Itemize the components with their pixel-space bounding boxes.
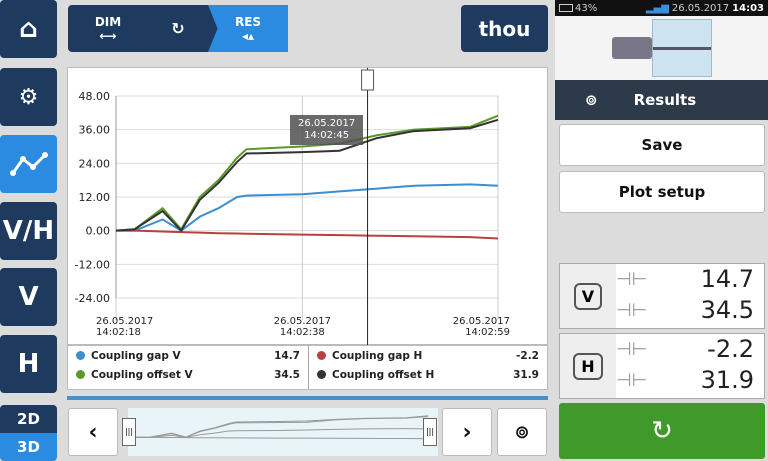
measure-button[interactable]: ↻	[559, 403, 765, 459]
vertical-icon: V	[560, 264, 616, 328]
crumb-dim[interactable]: DIM ⟷	[68, 5, 148, 52]
legend-offset-v: Coupling offset V 34.5	[76, 365, 300, 384]
home-icon: ⌂	[19, 14, 38, 44]
scroll-right-button[interactable]: ›	[442, 408, 492, 456]
dimension-icon: ⟷	[99, 28, 117, 43]
plot-setup-button[interactable]: Plot setup	[559, 171, 765, 213]
overview-line-2	[136, 436, 429, 440]
gap-offset-icons: ⊣⊢ ⊣⊢	[616, 339, 648, 391]
y-tick-label: 36.00	[79, 124, 111, 137]
legend-offset-h: Coupling offset H 31.9	[317, 365, 539, 384]
2d-option[interactable]: 2D	[0, 405, 57, 433]
breadcrumb: DIM ⟷ ↻ RES ◂▴	[68, 5, 288, 52]
dim-toggle[interactable]: 2D 3D	[0, 405, 57, 461]
h-gap-value: -2.2	[707, 335, 754, 363]
divider	[67, 396, 548, 400]
legend-dot	[76, 370, 85, 379]
vh-button[interactable]: V/H	[0, 202, 57, 260]
legend-gap-h: Coupling gap H -2.2	[317, 346, 539, 365]
legend: Coupling gap V 14.7 Coupling offset V 34.5…	[67, 345, 548, 390]
y-tick-label: 12.00	[79, 191, 111, 204]
y-tick-label: -12.00	[75, 258, 110, 271]
zoom-icon: ⊚	[514, 421, 530, 443]
range-handle-left[interactable]: |||	[122, 418, 136, 446]
x-tick-time: 14:02:38	[280, 327, 325, 338]
legend-dot	[317, 370, 326, 379]
chevron-right-icon: ›	[462, 419, 472, 445]
scroll-left-button[interactable]: ‹	[68, 408, 118, 456]
horizontal-readings: H ⊣⊢ ⊣⊢ -2.2 31.9	[559, 333, 765, 399]
h-offset-value: 31.9	[700, 366, 754, 394]
x-tick-date: 26.05.2017	[274, 316, 331, 327]
x-tick-date: 26.05.2017	[453, 316, 510, 327]
status-bar: 43% ▂▄▆ 26.05.2017 14:03	[555, 0, 768, 16]
legend-dot	[76, 351, 85, 360]
overview-navigator[interactable]: ||| |||	[122, 408, 438, 456]
home-button[interactable]: ⌂	[0, 0, 57, 58]
range-handle-right[interactable]: |||	[423, 418, 437, 446]
3d-option[interactable]: 3D	[0, 433, 57, 461]
series-line-3	[115, 118, 499, 233]
crumb-measure[interactable]: ↻	[138, 5, 218, 52]
measure-icon: ↻	[651, 416, 673, 446]
machine-icon: ⚙	[18, 84, 39, 110]
cursor-handle[interactable]	[361, 69, 375, 91]
y-tick-label: -24.00	[75, 292, 110, 305]
v-gap-value: 14.7	[700, 265, 754, 293]
y-tick-label: 48.00	[79, 90, 111, 103]
v-offset-value: 34.5	[700, 296, 754, 324]
series-line-0	[116, 183, 499, 232]
results-icon: ◂▴	[241, 28, 255, 43]
machine-button[interactable]: ⚙	[0, 68, 57, 126]
machine-image	[555, 16, 768, 80]
y-tick-label: 24.00	[79, 157, 111, 170]
trend-button[interactable]	[0, 135, 57, 193]
chart-panel: 48.00 36.00 24.00 12.00 0.00 -12.00 -24.00 26.0…	[67, 67, 549, 346]
battery-icon	[559, 4, 573, 12]
trend-chart[interactable]: 48.00 36.00 24.00 12.00 0.00 -12.00 -24.00 26.0…	[68, 68, 549, 346]
save-button[interactable]: Save	[559, 124, 765, 166]
trend-icon	[9, 152, 48, 176]
vertical-readings: V ⊣⊢ ⊣⊢ 14.7 34.5	[559, 263, 765, 329]
legend-gap-v: Coupling gap V 14.7	[76, 346, 300, 365]
measure-icon: ↻	[171, 19, 185, 38]
overview-chart	[135, 415, 429, 440]
chevron-left-icon: ‹	[88, 419, 98, 445]
signal-icon: ▂▄▆	[645, 2, 669, 14]
horizontal-icon: H	[560, 334, 616, 398]
overview-line-1	[135, 415, 429, 438]
x-tick-time: 14:02:18	[96, 327, 141, 338]
h-button[interactable]: H	[0, 335, 57, 393]
overview-line-0	[136, 428, 429, 438]
y-tick-label: 0.00	[86, 225, 111, 238]
series-line-1	[115, 114, 499, 232]
zoom-button[interactable]: ⊚	[497, 408, 547, 456]
results-header: ⊚ Results	[555, 80, 768, 120]
gap-offset-icons: ⊣⊢ ⊣⊢	[616, 269, 648, 321]
results-icon: ⊚	[585, 91, 598, 109]
unit-button[interactable]: thou	[461, 5, 548, 52]
crumb-results[interactable]: RES ◂▴	[208, 5, 288, 52]
v-button[interactable]: V	[0, 268, 57, 326]
series-line-2	[116, 229, 499, 240]
overview-line-3	[135, 415, 429, 438]
x-tick-date: 26.05.2017	[96, 316, 153, 327]
cursor-tooltip: 26.05.2017 14:02:45	[290, 115, 364, 145]
legend-dot	[317, 351, 326, 360]
x-tick-time: 14:02:59	[465, 327, 510, 338]
